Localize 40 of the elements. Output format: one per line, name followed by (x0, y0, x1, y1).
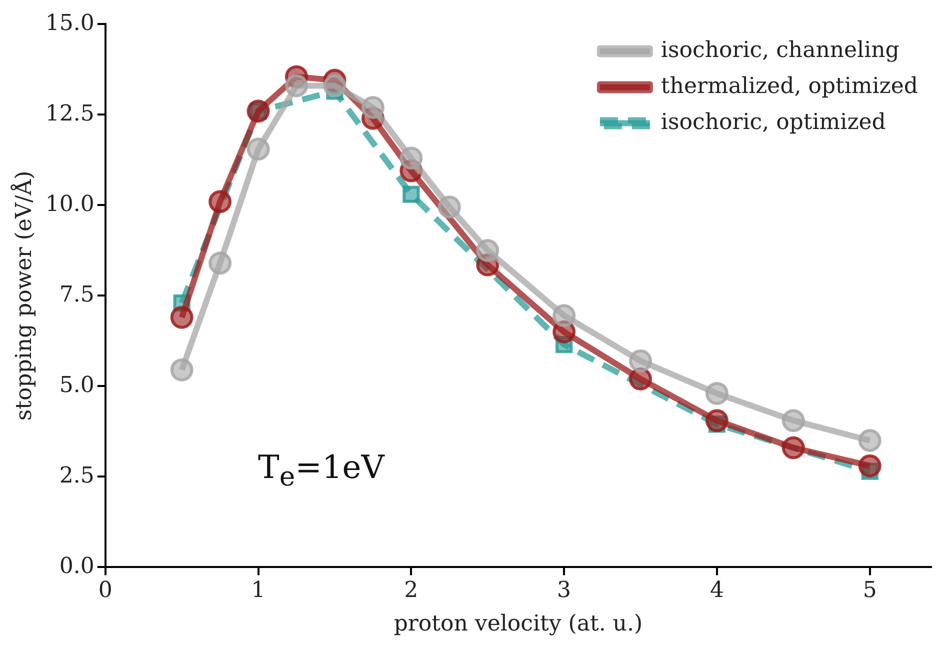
point (170, 358, 194, 382)
point (629, 349, 652, 372)
y-tick-label: 2.5 (59, 463, 94, 488)
point (858, 429, 882, 452)
point (476, 238, 500, 262)
point (782, 436, 805, 460)
y-tick-label: 10.0 (45, 192, 94, 217)
x-tick-label: 3 (557, 578, 572, 604)
y-tick-label: 5.0 (59, 372, 94, 398)
point (246, 138, 270, 161)
y-tick-label: 12.5 (45, 101, 94, 126)
legend-label: thermalized, optimized (660, 74, 918, 99)
point (361, 96, 384, 119)
y-tick-label: 0.0 (59, 554, 94, 579)
legend-label: isochoric, channeling (660, 38, 900, 63)
point (285, 74, 308, 98)
x-tick-label: 5 (862, 578, 877, 604)
y-tick-label: 7.5 (59, 282, 94, 308)
x-tick-label: 4 (710, 578, 724, 604)
point (858, 454, 882, 478)
y-axis-title: stopping power (eV/Å) (10, 170, 37, 421)
point (629, 367, 652, 390)
point (170, 306, 194, 329)
point (208, 252, 232, 275)
point (323, 74, 346, 98)
point (552, 304, 576, 328)
x-tick-label: 2 (404, 578, 418, 604)
x-tick-label: 1 (251, 578, 266, 604)
annotation: T$_{e}$=1eV (258, 448, 384, 492)
x-tick-label: 0 (98, 578, 112, 604)
legend-label: isochoric, optimized (660, 110, 886, 135)
y-tick-label: 15.0 (45, 10, 94, 36)
point (208, 190, 232, 214)
point (782, 409, 805, 432)
x-axis-title: proton velocity (at. u.) (394, 612, 643, 637)
point (705, 382, 728, 405)
point (400, 146, 423, 170)
point (402, 186, 420, 203)
point (438, 196, 461, 219)
point (705, 409, 728, 432)
